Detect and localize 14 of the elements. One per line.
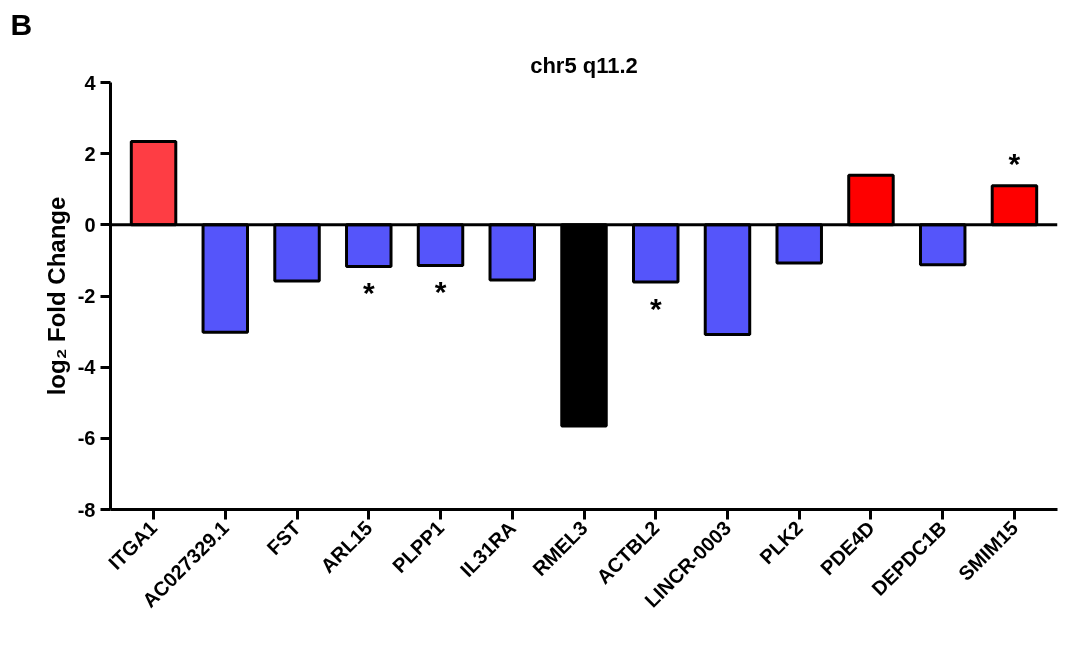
y-tick-label: 0 <box>84 213 96 236</box>
y-tick-label: -8 <box>77 498 96 521</box>
y-tick-label: 2 <box>84 142 96 165</box>
y-tick-label: -4 <box>77 356 97 379</box>
annotation: * <box>649 292 662 326</box>
y-tick-label: -2 <box>77 285 96 307</box>
annotation: * <box>434 275 447 309</box>
chart-title: chr5 q11.2 <box>530 52 638 78</box>
annotation: * <box>362 276 375 310</box>
y-tick-label: -6 <box>77 427 96 450</box>
y-axis-title: log₂ Fold Change <box>42 196 70 396</box>
annotation: * <box>1008 146 1021 180</box>
text: B <box>10 7 33 41</box>
y-tick-label: 4 <box>84 71 97 94</box>
